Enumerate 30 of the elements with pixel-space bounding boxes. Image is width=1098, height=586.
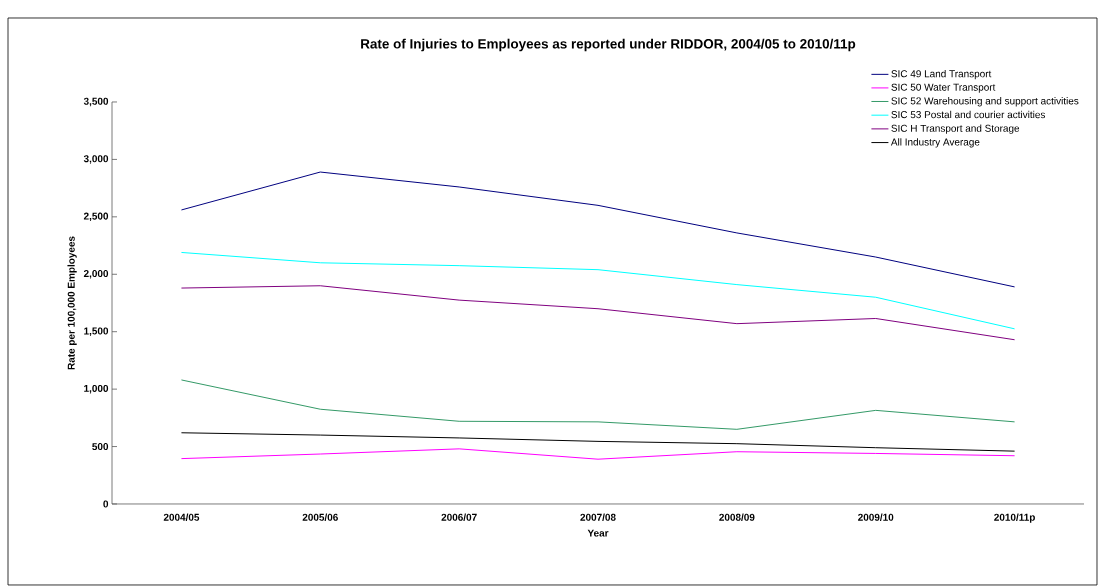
legend-label: SIC 53 Postal and courier activities bbox=[891, 110, 1046, 119]
line-series bbox=[180, 171, 1016, 288]
legend-label: SIC 52 Warehousing and support activities bbox=[891, 97, 1079, 107]
y-tick-label: 2,000 bbox=[83, 270, 109, 279]
y-tick-label: 3,000 bbox=[83, 155, 109, 164]
legend-label: SIC 49 Land Transport bbox=[891, 69, 992, 80]
x-tick-label: 2005/06 bbox=[302, 513, 338, 521]
line-series bbox=[180, 251, 1016, 330]
x-tick-label: 2009/10 bbox=[858, 513, 894, 521]
x-tick-label: 2004/05 bbox=[163, 513, 200, 521]
x-tick-label: 2008/09 bbox=[719, 513, 755, 521]
x-tick-label: 2010/11p bbox=[994, 513, 1035, 523]
legend-label: All Industry Average bbox=[890, 138, 980, 148]
line-series bbox=[180, 379, 1016, 430]
y-tick-label: 0 bbox=[103, 500, 109, 508]
legend-label: SIC 50 Water Transport bbox=[891, 83, 996, 93]
line-series bbox=[180, 432, 1016, 452]
y-tick-label: 500 bbox=[92, 443, 109, 451]
line-series bbox=[180, 285, 1016, 341]
y-axis-title: Rate per 100,000 Employees bbox=[67, 236, 77, 370]
y-tick-label: 1,000 bbox=[84, 384, 109, 394]
legend-label: SIC H Transport and Storage bbox=[891, 124, 1020, 134]
y-tick-label: 2,500 bbox=[83, 212, 109, 222]
chart-title: Rate of Injuries to Employees as reported under RIDDOR, 2004/05 to 2010/11p bbox=[361, 38, 856, 52]
y-tick-label: 1,500 bbox=[84, 327, 109, 336]
y-tick-label: 3,500 bbox=[83, 97, 109, 107]
x-axis-title: Year bbox=[587, 529, 609, 537]
x-tick-label: 2007/08 bbox=[580, 513, 616, 521]
x-tick-label: 2006/07 bbox=[441, 513, 477, 521]
line-series bbox=[180, 448, 1016, 460]
